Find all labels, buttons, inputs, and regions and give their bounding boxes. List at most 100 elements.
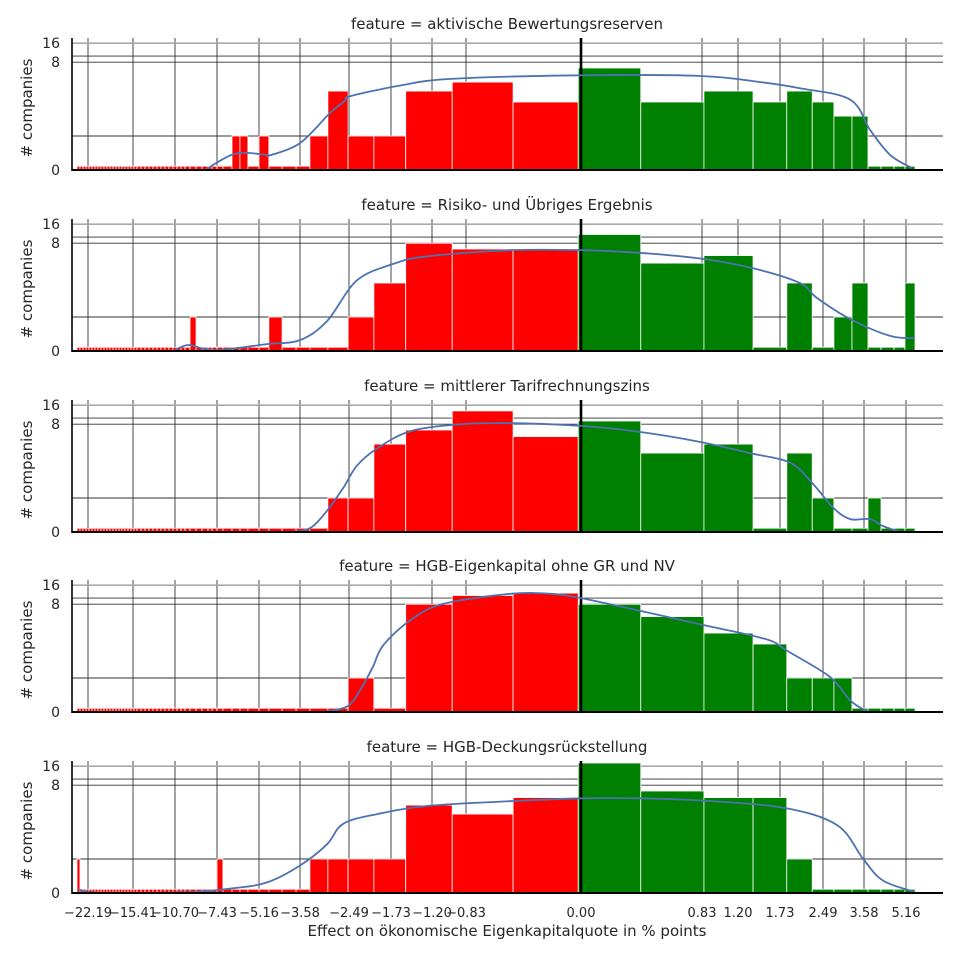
histogram-bar: [867, 497, 882, 533]
histogram-bar: [512, 436, 579, 533]
y-tick-label: 0: [51, 163, 60, 179]
histogram-bar: [811, 101, 835, 171]
y-tick-label: 16: [42, 398, 60, 414]
histogram-bar: [833, 316, 853, 352]
histogram-bar: [216, 858, 224, 894]
histogram-bar: [347, 677, 375, 713]
histogram-bar: [347, 135, 375, 171]
kde-curve: [290, 422, 901, 533]
y-axis-label: # companies: [18, 420, 36, 519]
x-tick-label: −2.49: [329, 906, 369, 921]
x-tick-label: 3.58: [850, 906, 879, 921]
histogram-bar: [512, 592, 579, 713]
histogram-bar: [577, 762, 642, 894]
histogram-bar: [577, 603, 642, 713]
histogram-bar: [640, 616, 705, 713]
y-tick-label: 0: [51, 525, 60, 541]
histogram-bar: [752, 101, 788, 171]
histogram-bar: [76, 858, 81, 894]
y-tick-label: 16: [42, 217, 60, 233]
panel-title: feature = HGB-Eigenkapital ohne GR und N…: [339, 557, 676, 575]
x-axis-label: Effect on ökonomische Eigenkapitalquote …: [308, 922, 707, 940]
histogram-bar: [752, 797, 788, 894]
x-tick-label: −3.58: [280, 906, 320, 921]
histogram-bar: [373, 858, 407, 894]
histogram-bar: [640, 790, 705, 894]
histogram-bar: [904, 282, 916, 352]
histogram-bar: [703, 797, 754, 894]
histogram-bar: [451, 595, 514, 713]
y-tick-label: 0: [51, 344, 60, 360]
histogram-bar: [811, 497, 835, 533]
histogram-bar: [451, 248, 514, 352]
histogram-bar: [752, 643, 788, 713]
facet-panel: feature = aktivische Bewertungsreserven #…: [18, 15, 943, 179]
y-tick-label: 0: [51, 886, 60, 902]
histogram-bar: [512, 248, 579, 352]
histogram-bar: [327, 497, 349, 533]
histogram-bar: [851, 115, 869, 171]
panel-title: feature = Risiko- und Übriges Ergebnis: [361, 195, 652, 214]
y-axis-label: # companies: [18, 600, 36, 699]
histogram-bar: [786, 90, 813, 171]
x-tick-label: 0.83: [688, 906, 717, 921]
histogram-bar: [405, 429, 453, 533]
y-tick-label: 0: [51, 705, 60, 721]
facet-panel: feature = Risiko- und Übriges Ergebnis # …: [18, 195, 943, 360]
kde-curve: [77, 797, 916, 894]
histogram-bar: [786, 677, 813, 713]
histogram-bar: [640, 452, 705, 533]
histogram-bar: [577, 67, 642, 171]
histogram-bar: [373, 135, 407, 171]
histogram-bar: [640, 101, 705, 171]
histogram-bar: [786, 858, 813, 894]
histogram-bar: [703, 632, 754, 713]
x-tick-label: −1.20: [412, 906, 452, 921]
kde-curve: [323, 591, 878, 714]
histogram-bar: [833, 115, 853, 171]
facet-panel: feature = mittlerer Tarifrechnungszins # …: [18, 377, 943, 541]
facet-panel: feature = HGB-Eigenkapital ohne GR und N…: [18, 557, 943, 721]
histogram-bar: [309, 135, 329, 171]
histogram-bar: [347, 858, 375, 894]
histogram-bar: [811, 677, 835, 713]
histogram-bar: [405, 804, 453, 894]
histogram-bar: [577, 234, 642, 352]
histogram-bar: [851, 282, 869, 352]
histogram-bar: [512, 797, 579, 894]
kde-curve: [204, 74, 913, 171]
histogram-bar: [373, 443, 407, 533]
panel-title: feature = aktivische Bewertungsreserven: [351, 15, 663, 33]
kde-curve: [172, 248, 916, 352]
panel-title: feature = HGB-Deckungsrückstellung: [367, 738, 648, 756]
histogram-bar: [347, 316, 375, 352]
y-axis-label: # companies: [18, 58, 36, 157]
y-tick-label: 16: [42, 36, 60, 52]
x-tick-label: −10.70: [151, 906, 199, 921]
histogram-bar: [405, 603, 453, 713]
x-tick-label: −1.73: [371, 906, 411, 921]
histogram-bar: [451, 81, 514, 171]
histogram-bar: [577, 420, 642, 533]
x-tick-label: 5.16: [892, 906, 921, 921]
histogram-bar: [703, 255, 754, 352]
y-axis-label: # companies: [18, 239, 36, 338]
histogram-bar: [405, 242, 453, 352]
histogram-bar: [703, 443, 754, 533]
histogram-bar: [327, 90, 349, 171]
histogram-bar: [258, 135, 270, 171]
x-tick-label: −15.41: [109, 906, 157, 921]
histogram-bar: [268, 316, 283, 352]
x-tick-label: 2.49: [809, 906, 838, 921]
histogram-bar: [640, 262, 705, 352]
x-tick-label: −22.19: [64, 906, 112, 921]
histogram-bar: [309, 858, 329, 894]
histogram-bar: [373, 282, 407, 352]
y-tick-label: 16: [42, 759, 60, 775]
panel-title: feature = mittlerer Tarifrechnungszins: [364, 377, 650, 395]
y-tick-label: 8: [51, 417, 60, 433]
histogram-bar: [451, 410, 514, 533]
histogram-bar: [451, 813, 514, 894]
y-tick-label: 8: [51, 778, 60, 794]
